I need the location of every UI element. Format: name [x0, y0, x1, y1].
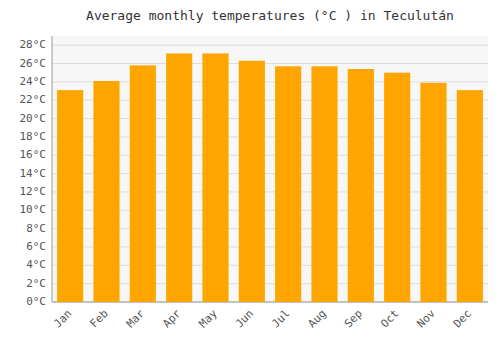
x-tick-label: Nov — [414, 307, 438, 331]
bar — [311, 66, 337, 302]
bar — [93, 81, 119, 302]
y-tick-label: 12°C — [20, 185, 47, 198]
y-tick-label: 18°C — [20, 130, 47, 143]
grid-line — [52, 45, 488, 46]
y-tick-label: 14°C — [20, 167, 47, 180]
x-tick-label: May — [196, 307, 220, 331]
y-tick-label: 28°C — [20, 38, 47, 51]
bar — [457, 90, 483, 302]
bar — [348, 69, 374, 302]
chart-container: 0°C 2°C 4°C 6°C 8°C 10°C 12°C 14°C 16°C 18°C 20°C 2… — [0, 0, 500, 350]
bar — [57, 90, 83, 302]
y-tick-label: 4°C — [26, 258, 46, 271]
x-tick-label: Sep — [342, 307, 365, 330]
y-axis-line — [52, 36, 53, 302]
bars — [57, 53, 483, 302]
y-tick-label: 8°C — [26, 222, 46, 235]
chart-svg: 0°C 2°C 4°C 6°C 8°C 10°C 12°C 14°C 16°C 18°C 20°C 2… — [0, 0, 500, 350]
plot-background — [52, 36, 488, 302]
y-tick-label: 2°C — [26, 277, 46, 290]
x-tick-label: Apr — [160, 307, 184, 331]
y-tick-label: 26°C — [20, 57, 47, 70]
x-tick-label: Dec — [451, 307, 474, 330]
bar — [420, 83, 446, 302]
x-tick-label: Jul — [269, 307, 292, 330]
y-tick-label: 16°C — [20, 148, 47, 161]
bar — [202, 53, 228, 302]
y-tick-label: 0°C — [26, 295, 46, 308]
bar — [239, 61, 265, 302]
x-tick-label: Feb — [87, 307, 110, 330]
bar — [275, 66, 301, 302]
y-tick-label: 6°C — [26, 240, 46, 253]
x-tick-label: Oct — [378, 307, 401, 330]
bar — [384, 73, 410, 302]
y-tick-label: 20°C — [20, 112, 47, 125]
bar — [166, 53, 192, 302]
x-tick-label: Jan — [51, 307, 74, 330]
y-tick-label: 10°C — [20, 203, 47, 216]
chart-title: Average monthly temperatures (°C ) in Te… — [86, 8, 454, 23]
bar — [130, 65, 156, 302]
x-tick-label: Jun — [233, 307, 256, 330]
x-tick-label: Aug — [305, 307, 328, 330]
x-tick-label: Mar — [124, 307, 148, 331]
y-tick-label: 22°C — [20, 93, 47, 106]
y-tick-label: 24°C — [20, 75, 47, 88]
grid-line — [52, 63, 488, 64]
